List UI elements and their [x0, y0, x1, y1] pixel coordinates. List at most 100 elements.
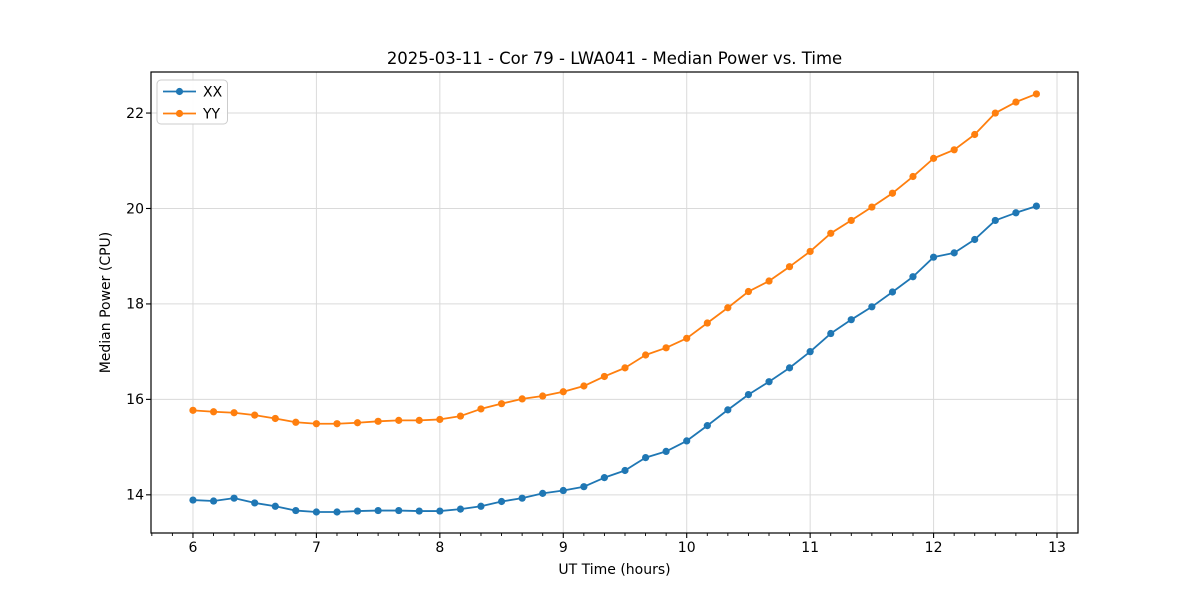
data-point-yy	[312, 420, 321, 428]
data-point-xx	[868, 303, 876, 311]
data-point-xx	[415, 507, 423, 515]
data-point-yy	[251, 411, 259, 419]
data-point-xx	[518, 494, 526, 502]
data-point-yy	[909, 172, 917, 181]
data-point-xx	[621, 466, 629, 475]
series-layer	[189, 90, 1041, 516]
data-point-xx	[292, 506, 300, 515]
data-point-xx	[539, 489, 547, 497]
data-point-xx	[724, 406, 732, 414]
data-point-yy	[991, 109, 999, 117]
data-point-yy	[868, 203, 876, 211]
data-point-yy	[292, 418, 300, 426]
legend-label: XX	[203, 85, 223, 101]
data-point-yy	[189, 406, 197, 414]
data-point-xx	[477, 502, 485, 510]
grid-layer	[151, 72, 1078, 533]
y-tick-label: 14	[126, 488, 144, 504]
data-point-yy	[580, 382, 588, 390]
data-point-yy	[395, 416, 403, 424]
data-point-xx	[271, 502, 279, 510]
series-markers-yy	[189, 90, 1041, 428]
x-tick-label: 11	[801, 540, 819, 556]
data-point-yy	[230, 409, 238, 417]
data-point-xx	[251, 499, 259, 507]
data-point-xx	[683, 437, 691, 445]
tick-layer: 6 7 8 9 10 11 12 13 14 16 18 20 22	[126, 106, 1066, 556]
data-point-yy	[209, 408, 218, 416]
data-point-yy	[642, 351, 650, 359]
data-point-yy	[847, 216, 855, 225]
legend-item-xx: XX	[163, 85, 223, 101]
data-point-yy	[333, 420, 341, 428]
data-point-xx	[456, 505, 465, 513]
legend-label: YY	[202, 107, 221, 123]
data-point-yy	[415, 416, 423, 424]
x-tick-label: 6	[189, 540, 198, 556]
data-point-xx	[929, 253, 938, 261]
data-point-yy	[1012, 98, 1020, 106]
data-point-xx	[559, 486, 567, 495]
legend-swatch-marker	[175, 109, 184, 118]
legend-swatch-marker	[175, 87, 184, 96]
data-point-xx	[497, 497, 506, 506]
data-point-xx	[662, 447, 670, 455]
data-point-yy	[765, 277, 773, 285]
data-point-xx	[827, 329, 835, 338]
data-point-xx	[806, 348, 814, 356]
x-axis-label: UT Time (hours)	[558, 562, 670, 578]
data-point-yy	[456, 412, 465, 420]
data-point-yy	[600, 372, 608, 381]
data-point-xx	[847, 316, 855, 324]
y-tick-label: 16	[126, 392, 144, 408]
data-point-xx	[765, 378, 773, 386]
data-point-xx	[230, 494, 238, 502]
x-tick-label: 8	[435, 540, 444, 556]
data-point-xx	[909, 273, 917, 281]
x-tick-label: 13	[1048, 540, 1066, 556]
data-point-xx	[600, 474, 608, 482]
data-point-yy	[497, 400, 506, 408]
data-point-xx	[353, 507, 362, 515]
data-point-yy	[827, 229, 835, 237]
plot-border	[150, 71, 1079, 534]
data-point-yy	[888, 189, 897, 197]
data-point-yy	[436, 415, 444, 424]
series-markers-xx	[189, 202, 1041, 516]
data-point-yy	[724, 304, 732, 312]
y-tick-label: 22	[126, 106, 144, 122]
data-point-yy	[806, 247, 814, 256]
data-point-yy	[744, 287, 753, 296]
data-point-xx	[785, 364, 794, 372]
data-point-xx	[971, 235, 979, 244]
data-point-yy	[518, 395, 526, 403]
data-point-yy	[271, 414, 279, 423]
data-point-yy	[374, 417, 382, 425]
data-point-yy	[971, 130, 979, 139]
x-tick-label: 12	[925, 540, 943, 556]
data-point-xx	[888, 288, 897, 296]
data-point-yy	[477, 405, 485, 413]
data-point-xx	[209, 497, 218, 505]
data-point-xx	[950, 249, 958, 257]
chart-title: 2025-03-11 - Cor 79 - LWA041 - Median Po…	[387, 49, 842, 68]
data-point-xx	[1012, 209, 1020, 217]
y-tick-label: 18	[126, 297, 144, 313]
data-point-xx	[580, 483, 588, 491]
data-point-yy	[785, 263, 794, 271]
y-tick-label: 20	[126, 201, 144, 217]
x-tick-label: 7	[312, 540, 321, 556]
data-point-xx	[991, 216, 999, 225]
data-point-xx	[703, 422, 711, 430]
data-point-xx	[436, 507, 444, 515]
data-point-xx	[395, 506, 403, 515]
data-point-xx	[189, 496, 197, 504]
y-axis-label: Median Power (CPU)	[98, 232, 114, 374]
data-point-yy	[662, 344, 670, 352]
data-point-xx	[744, 391, 753, 399]
data-point-xx	[374, 506, 382, 515]
data-point-yy	[559, 388, 567, 396]
data-point-xx	[333, 508, 341, 516]
